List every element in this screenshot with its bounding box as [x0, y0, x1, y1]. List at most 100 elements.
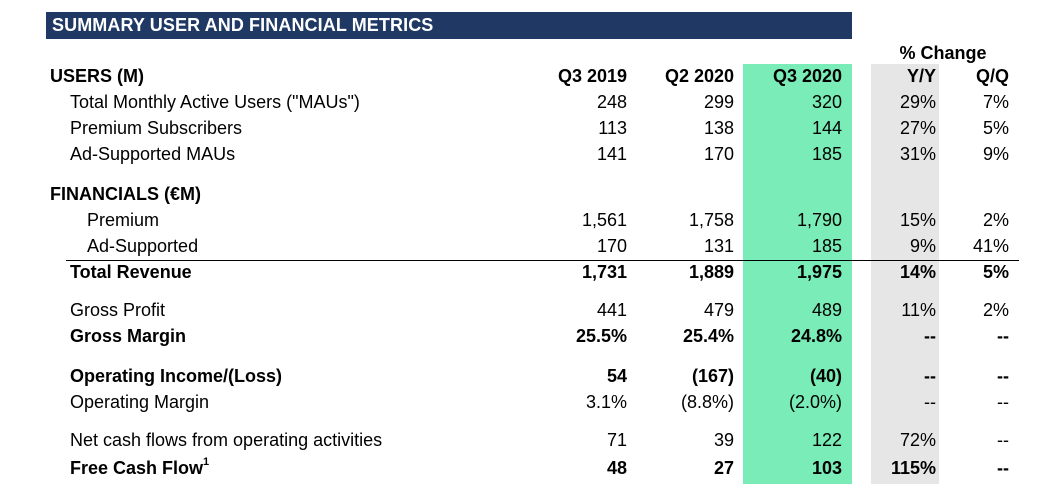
cell-qq: 5%: [982, 118, 1009, 138]
cell-yy: --: [924, 392, 936, 412]
cell-q3-2020: 320: [811, 92, 842, 112]
cell-qq: 7%: [982, 92, 1009, 112]
cell-q3-2019: 1,561: [581, 210, 627, 230]
cell-yy: --: [924, 326, 936, 346]
col-header-q3-2019: Q3 2019: [557, 66, 627, 86]
cell-qq: 9%: [982, 144, 1009, 164]
cell-q3-2020: 489: [811, 300, 842, 320]
cell-yy: 31%: [899, 144, 936, 164]
cell-qq: 2%: [982, 210, 1009, 230]
cell-q2-2020: (167): [691, 366, 734, 386]
cell-q3-2020: 1,975: [796, 262, 842, 282]
cell-q2-2020: 25.4%: [682, 326, 734, 346]
col-header-yy: Y/Y: [906, 66, 936, 86]
cell-q3-2020: (2.0%): [788, 392, 842, 412]
row-label: Premium Subscribers: [70, 118, 243, 138]
row-label: Free Cash Flow1: [70, 456, 209, 480]
cell-qq: 5%: [982, 262, 1009, 282]
cell-qq: 41%: [972, 236, 1009, 256]
cell-yy: 29%: [899, 92, 936, 112]
table-row: Ad-Supported 170 131 185 9% 41%: [0, 234, 1051, 258]
cell-q3-2020: 144: [811, 118, 842, 138]
cell-q2-2020: 1,758: [688, 210, 734, 230]
col-header-q3-2020: Q3 2020: [772, 66, 842, 86]
cell-q2-2020: 299: [703, 92, 734, 112]
cell-q3-2019: 141: [596, 144, 627, 164]
cell-q2-2020: 170: [703, 144, 734, 164]
cell-qq: --: [997, 392, 1009, 412]
cell-q3-2020: 122: [811, 430, 842, 450]
cell-q3-2019: 113: [598, 118, 627, 138]
row-label: Operating Income/(Loss): [70, 366, 283, 386]
col-header-qq: Q/Q: [975, 66, 1009, 86]
cell-yy: 72%: [899, 430, 936, 450]
cell-yy: --: [924, 366, 936, 386]
cell-q3-2019: 441: [596, 300, 627, 320]
cell-q2-2020: 39: [713, 430, 734, 450]
page-title: SUMMARY USER AND FINANCIAL METRICS: [46, 12, 852, 39]
col-header-q2-2020: Q2 2020: [664, 66, 734, 86]
cell-yy: 11%: [901, 300, 936, 320]
cell-q3-2019: 170: [596, 236, 627, 256]
row-label: Total Revenue: [70, 262, 192, 282]
cell-q2-2020: 138: [703, 118, 734, 138]
total-divider-line: [66, 260, 1019, 261]
cell-yy: 14%: [899, 262, 936, 282]
free-cash-flow-label: Free Cash Flow: [70, 458, 204, 478]
yy-column-highlight: [871, 64, 939, 484]
cell-q2-2020: 479: [703, 300, 734, 320]
cell-q3-2020: 185: [811, 144, 842, 164]
cell-yy: 27%: [899, 118, 936, 138]
row-label: Operating Margin: [70, 392, 210, 412]
row-label: Total Monthly Active Users ("MAUs"): [70, 92, 360, 112]
table-row: Premium 1,561 1,758 1,790 15% 2%: [0, 208, 1051, 232]
row-label: Gross Profit: [70, 300, 166, 320]
gross-profit-row: Gross Profit 441 479 489 11% 2%: [0, 298, 1051, 322]
cell-qq: 2%: [982, 300, 1009, 320]
cell-q3-2019: 71: [606, 430, 627, 450]
free-cash-flow-row: Free Cash Flow1 48 27 103 115% --: [0, 456, 1051, 480]
cell-qq: --: [997, 326, 1009, 346]
cell-q3-2019: 248: [596, 92, 627, 112]
cell-q3-2019: 54: [606, 366, 627, 386]
operating-margin-row: Operating Margin 3.1% (8.8%) (2.0%) -- -…: [0, 390, 1051, 414]
cell-q2-2020: 27: [713, 458, 734, 478]
table-row: Premium Subscribers 113 138 144 27% 5%: [0, 116, 1051, 140]
cell-qq: --: [997, 458, 1009, 478]
cell-q3-2019: 3.1%: [585, 392, 627, 412]
cell-q3-2020: 185: [811, 236, 842, 256]
cell-q3-2020: 103: [811, 458, 842, 478]
pct-change-header: % Change: [899, 43, 987, 63]
cell-qq: --: [997, 366, 1009, 386]
q3-2020-column-highlight: [743, 64, 852, 484]
users-section-label: USERS (M): [50, 66, 144, 86]
row-label: Ad-Supported MAUs: [70, 144, 236, 164]
cell-q2-2020: 131: [703, 236, 734, 256]
total-revenue-row: Total Revenue 1,731 1,889 1,975 14% 5%: [0, 260, 1051, 284]
row-label: Net cash flows from operating activities: [70, 430, 383, 450]
cell-qq: --: [997, 430, 1009, 450]
header-row: USERS (M) Q3 2019 Q2 2020 Q3 2020 Y/Y Q/…: [0, 64, 1051, 88]
row-label: Premium: [87, 210, 160, 230]
cell-yy: 115%: [890, 458, 936, 478]
net-cash-flows-row: Net cash flows from operating activities…: [0, 428, 1051, 452]
cell-q3-2019: 25.5%: [575, 326, 627, 346]
cell-q2-2020: (8.8%): [680, 392, 734, 412]
cell-q3-2019: 1,731: [581, 262, 627, 282]
row-label: Ad-Supported: [87, 236, 199, 256]
cell-q2-2020: 1,889: [688, 262, 734, 282]
row-label: Gross Margin: [70, 326, 187, 346]
table-row: Total Monthly Active Users ("MAUs") 248 …: [0, 90, 1051, 114]
footnote-marker: 1: [203, 456, 210, 468]
financials-section-row: FINANCIALS (€M): [0, 182, 1051, 206]
cell-q3-2020: (40): [809, 366, 842, 386]
operating-income-row: Operating Income/(Loss) 54 (167) (40) --…: [0, 364, 1051, 388]
cell-q3-2019: 48: [606, 458, 627, 478]
gross-margin-row: Gross Margin 25.5% 25.4% 24.8% -- --: [0, 324, 1051, 348]
financials-section-label: FINANCIALS (€M): [50, 184, 201, 204]
cell-yy: 15%: [899, 210, 936, 230]
cell-q3-2020: 1,790: [796, 210, 842, 230]
cell-q3-2020: 24.8%: [790, 326, 842, 346]
table-row: Ad-Supported MAUs 141 170 185 31% 9%: [0, 142, 1051, 166]
cell-yy: 9%: [909, 236, 936, 256]
